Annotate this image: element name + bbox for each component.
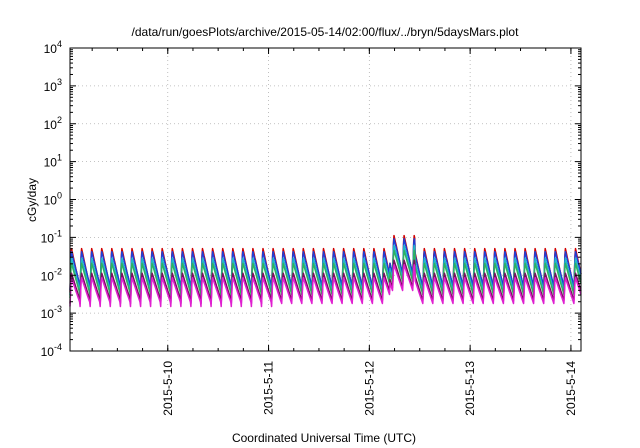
- series-line: [69, 249, 582, 299]
- x-tick-label: 2015-5-14: [564, 361, 578, 416]
- data-series: [69, 234, 582, 308]
- y-tick-label: 10-3: [41, 304, 62, 321]
- x-tick-label: 2015-5-10: [161, 361, 175, 416]
- series-line: [69, 244, 582, 296]
- series-line: [69, 259, 582, 305]
- y-tick-label: 10-1: [41, 228, 62, 245]
- y-tick-label: 104: [44, 39, 62, 56]
- series-line: [69, 238, 582, 292]
- axis-ticks: 10-4 10-3 10-2 10-1 100 101 102 103 104 2015-5-10…: [41, 39, 581, 416]
- y-axis-label: cGy/day: [25, 178, 39, 222]
- x-axis-label: Coordinated Universal Time (UTC): [232, 431, 416, 445]
- y-tick-label: 101: [44, 153, 62, 170]
- y-tick-label: 102: [44, 115, 62, 132]
- x-tick-label: 2015-5-12: [362, 361, 376, 416]
- x-tick-label: 2015-5-13: [463, 361, 477, 416]
- y-tick-label: 10-2: [41, 266, 62, 283]
- y-tick-label: 100: [44, 191, 62, 208]
- y-tick-label: 10-4: [41, 342, 62, 359]
- y-tick-label: 103: [44, 77, 62, 94]
- chart-title: /data/run/goesPlots/archive/2015-05-14/0…: [132, 25, 520, 39]
- plot-frame: [69, 47, 582, 352]
- x-tick-label: 2015-5-11: [262, 361, 276, 415]
- grid-lines: [70, 48, 581, 351]
- series-line: [69, 264, 582, 308]
